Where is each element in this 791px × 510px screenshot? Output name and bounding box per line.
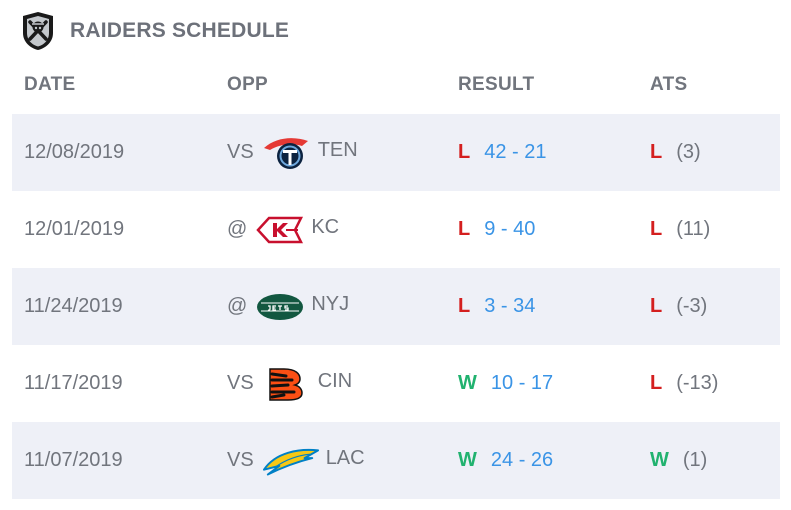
table-row: 12/08/2019 VS TEN L 42 - 21 L (3) [12,114,780,191]
column-header-result: RESULT [458,74,535,95]
game-date: 11/24/2019 [24,295,123,317]
jets-logo-icon [257,293,304,320]
table-row: 11/07/2019 VS LAC W 24 - 26 W (1) [12,422,780,499]
result-cell: W 10 - 17 [458,345,553,422]
column-header-ats: ATS [650,74,688,95]
opponent-abbr: TEN [317,139,358,161]
ats-line: (11) [676,218,711,240]
bengals-logo-icon [268,367,303,401]
chargers-logo-icon [262,448,319,475]
raiders-shield-icon [23,12,53,50]
ats-wl: L [650,141,663,163]
result-cell: L 3 - 34 [458,268,535,345]
opponent-abbr: NYJ [311,293,350,315]
location-prefix: VS [227,449,254,471]
ats-line: (-13) [676,372,719,394]
result-score[interactable]: 24 - 26 [490,449,554,471]
opponent-cell[interactable]: VS CIN [227,345,352,422]
result-cell: L 9 - 40 [458,191,535,268]
ats-wl: L [650,295,663,317]
ats-wl: W [650,449,669,471]
opponent-abbr: LAC [325,447,365,469]
location-prefix: VS [227,141,254,163]
result-cell: L 42 - 21 [458,114,546,191]
opponent-cell[interactable]: @ KC [227,191,339,268]
opponent-cell[interactable]: VS LAC [227,422,365,499]
ats-cell: L (-13) [650,345,718,422]
game-date: 11/07/2019 [24,449,123,471]
ats-line: (1) [682,449,708,471]
table-row: 12/01/2019 @ KC L 9 - 40 L (11) [12,191,780,268]
result-score[interactable]: 3 - 34 [484,295,536,317]
column-header-date: DATE [24,74,76,95]
result-score[interactable]: 9 - 40 [484,218,536,240]
ats-wl: L [650,372,663,394]
opponent-cell[interactable]: VS TEN [227,114,358,191]
location-prefix: VS [227,372,254,394]
game-date: 12/01/2019 [24,218,125,240]
ats-cell: L (-3) [650,268,707,345]
opponent-abbr: CIN [317,370,353,392]
game-date: 12/08/2019 [24,141,125,163]
location-prefix: @ [227,295,248,317]
page-title: RAIDERS SCHEDULE [70,19,290,42]
opponent-abbr: KC [311,216,340,238]
ats-cell: L (3) [650,114,701,191]
result-cell: W 24 - 26 [458,422,553,499]
titans-logo-icon [263,137,308,169]
location-prefix: @ [227,218,248,240]
ats-cell: W (1) [650,422,707,499]
table-row: 11/24/2019 @ NYJ L 3 - 34 L (-3) [12,268,780,345]
ats-line: (-3) [676,295,708,317]
ats-cell: L (11) [650,191,710,268]
result-wl: L [458,141,471,163]
chiefs-logo-icon [256,216,304,243]
result-wl: W [458,372,477,394]
result-score[interactable]: 42 - 21 [484,141,547,163]
column-header-opp: OPP [227,74,269,95]
schedule-header: RAIDERS SCHEDULE [20,10,289,52]
table-row: 11/17/2019 VS CIN W 10 - 17 L (-13) [12,345,780,422]
opponent-cell[interactable]: @ NYJ [227,268,349,345]
result-wl: W [458,449,477,471]
result-wl: L [458,295,471,317]
ats-wl: L [650,218,663,240]
result-score[interactable]: 10 - 17 [490,372,554,394]
ats-line: (3) [676,141,701,163]
game-date: 11/17/2019 [24,372,123,394]
result-wl: L [458,218,471,240]
